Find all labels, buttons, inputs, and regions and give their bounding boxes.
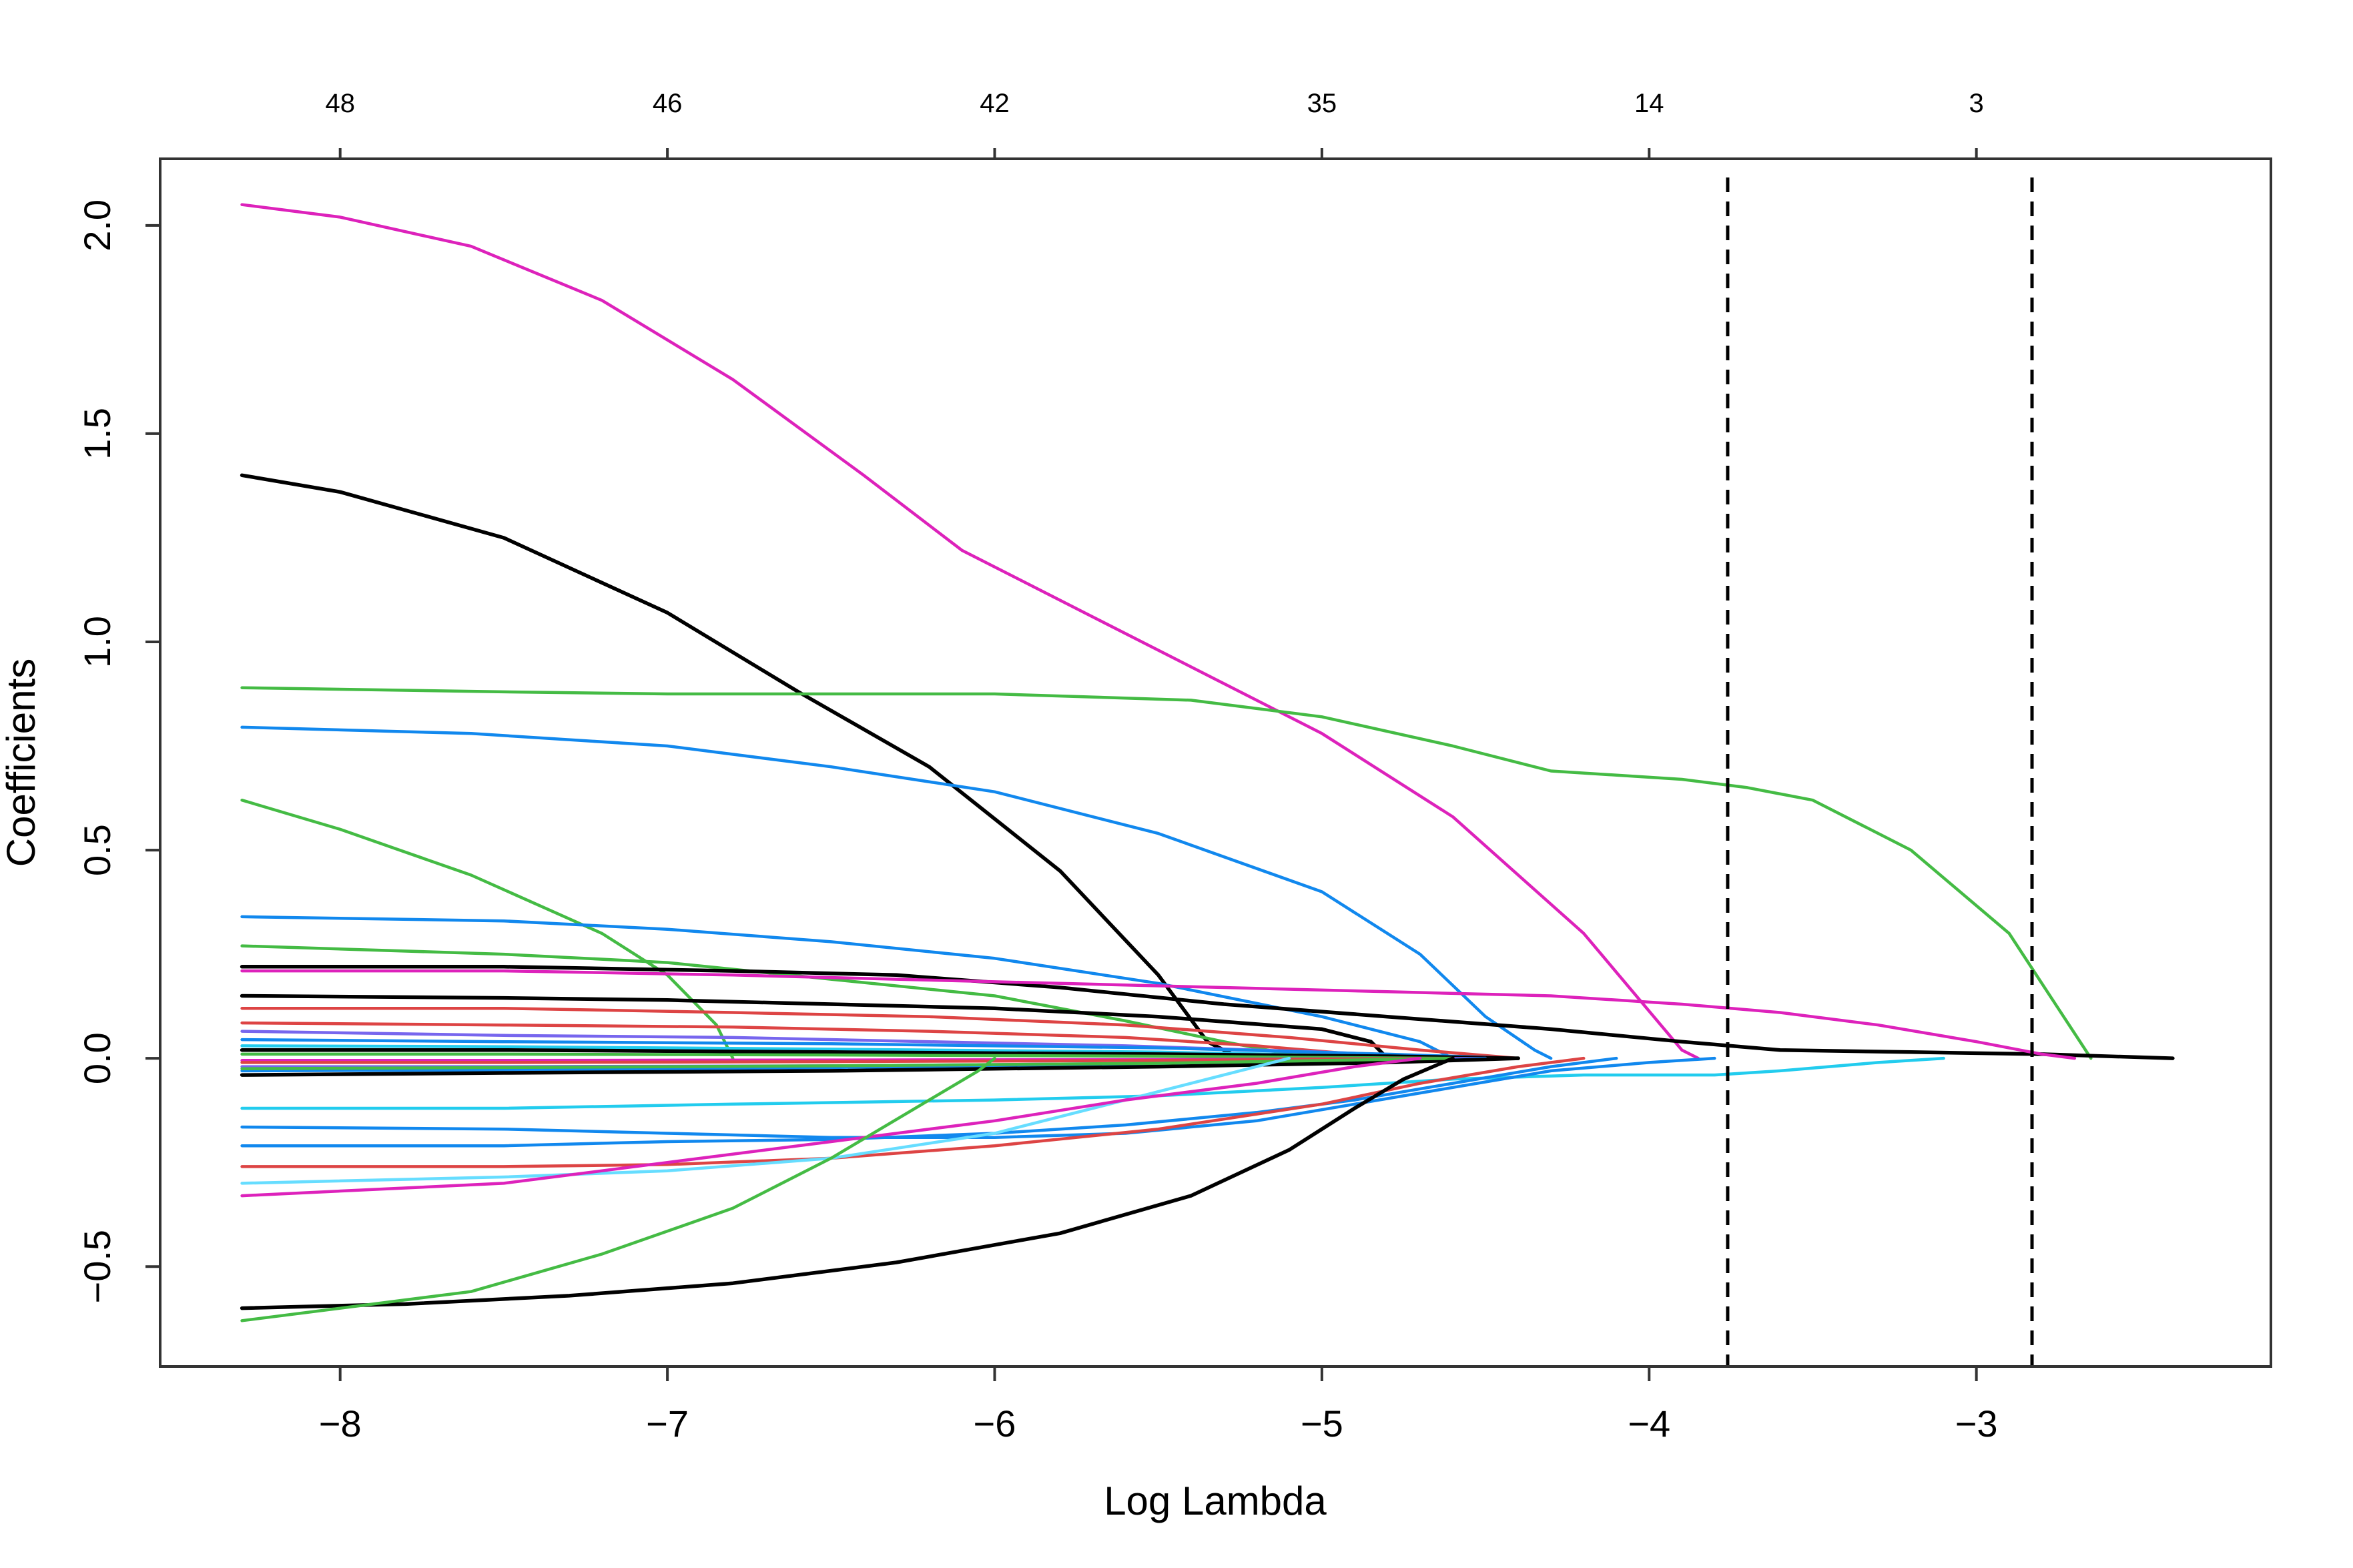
series-line-magenta-3 xyxy=(240,1056,1422,1198)
y-tick-label: 1.5 xyxy=(76,408,118,460)
top-tick-label: 42 xyxy=(980,89,1010,118)
top-tick-label: 3 xyxy=(1969,89,1984,118)
x-tick-label: −6 xyxy=(974,1403,1016,1445)
series-line-green-long xyxy=(240,686,2093,1060)
series-line-green-4 xyxy=(240,1052,1455,1060)
series-line-green-5 xyxy=(240,1056,1455,1070)
reference-lines xyxy=(1726,177,2034,1366)
top-tick-label: 46 xyxy=(653,89,683,118)
series-layer xyxy=(240,203,2175,1322)
series-line-black-2 xyxy=(240,965,2175,1060)
y-tick-label: 0.5 xyxy=(76,824,118,876)
top-tick-label: 48 xyxy=(325,89,355,118)
series-line-blue-5 xyxy=(240,1056,1716,1139)
series-line-magenta-2 xyxy=(240,969,2077,1060)
top-tick-label: 35 xyxy=(1307,89,1337,118)
x-tick-label: −7 xyxy=(646,1403,689,1445)
series-line-blue-2 xyxy=(240,915,1455,1060)
series-line-red-4 xyxy=(240,1056,1586,1168)
series-line-black-3 xyxy=(240,994,1389,1060)
series-line-cyan-3 xyxy=(240,1056,1291,1185)
series-line-blue-6 xyxy=(240,1056,1618,1148)
series-line-red-1 xyxy=(240,1006,1520,1060)
top-axis-nonzero-counts: 48 46 42 35 14 3 xyxy=(325,89,1984,159)
x-tick-label: −4 xyxy=(1628,1403,1670,1445)
y-axis-title: Coefficients xyxy=(0,659,43,867)
y-tick-label: −0.5 xyxy=(76,1230,118,1304)
x-axis-title: Log Lambda xyxy=(1104,1479,1327,1523)
series-line-green-bottom xyxy=(240,1056,996,1322)
series-line-red-3 xyxy=(240,1056,1455,1064)
series-line-pink-top xyxy=(240,203,1700,1060)
series-line-cyan-2 xyxy=(240,1056,1945,1110)
y-tick-label: 0.0 xyxy=(76,1032,118,1084)
series-line-black-top xyxy=(240,473,1243,1060)
x-axis: −8 −7 −6 −5 −4 −3 xyxy=(319,1365,1998,1445)
y-axis: −0.5 0.0 0.5 1.0 1.5 2.0 xyxy=(76,200,161,1304)
series-line-black-5 xyxy=(240,1056,1520,1077)
x-tick-label: −8 xyxy=(319,1403,362,1445)
series-line-green-2 xyxy=(240,798,735,1060)
x-tick-label: −3 xyxy=(1955,1403,1998,1445)
y-tick-label: 1.0 xyxy=(76,616,118,668)
y-tick-label: 2.0 xyxy=(76,200,118,252)
series-line-black-bottom xyxy=(240,1056,1455,1310)
series-line-blue-1 xyxy=(240,725,1553,1060)
x-tick-label: −5 xyxy=(1301,1403,1343,1445)
top-tick-label: 14 xyxy=(1634,89,1664,118)
